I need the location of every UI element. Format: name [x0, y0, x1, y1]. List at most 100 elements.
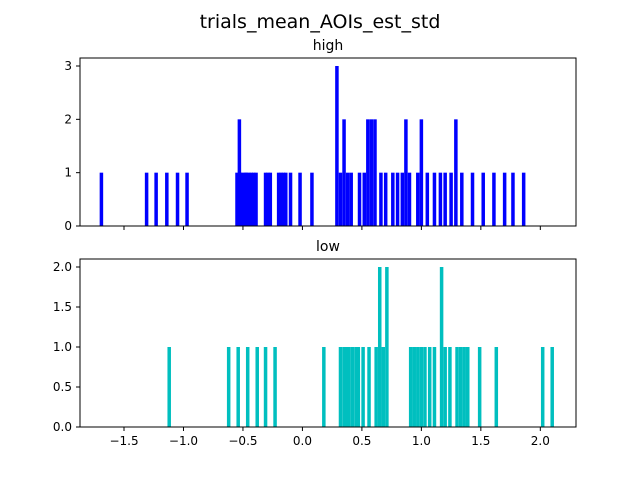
x-tick-label: 1.0 [412, 434, 431, 448]
histogram-bar [154, 172, 158, 226]
axes-frame [79, 258, 577, 428]
histogram-bar [236, 347, 240, 427]
y-tick-label: 2.0 [53, 260, 72, 274]
histogram-bar [350, 347, 355, 427]
histogram-bar [344, 347, 349, 427]
histogram-bar [99, 172, 104, 226]
histogram-bar [492, 172, 496, 226]
histogram-bar [276, 172, 281, 226]
subplot-title: low [316, 239, 340, 255]
histogram-bar [443, 172, 447, 226]
histogram-bar [247, 172, 251, 226]
y-tick-label: 0 [64, 219, 72, 233]
x-tick-label: −1.0 [169, 434, 198, 448]
histogram-bar [408, 347, 413, 427]
histogram-bar [419, 347, 424, 427]
histogram-bar [481, 172, 485, 226]
histogram-bar [458, 347, 463, 427]
histogram-bar [423, 347, 427, 427]
y-tick-label: 0.5 [53, 380, 72, 394]
y-tick-label: 1 [64, 166, 72, 180]
x-tick-label: −0.5 [228, 434, 257, 448]
histogram-bar [366, 119, 370, 226]
histogram-bar [460, 172, 464, 226]
histogram-bar [449, 172, 453, 226]
histogram-bar [185, 172, 189, 226]
histogram-bar [427, 347, 432, 427]
histogram-bar [249, 172, 254, 226]
histogram-bar [367, 347, 371, 427]
histogram-bar [338, 347, 343, 427]
histogram-bar [416, 172, 420, 226]
histogram-bar [167, 347, 171, 427]
histogram-bar [432, 347, 437, 427]
histogram-bar [385, 267, 389, 427]
histogram-bar [432, 172, 437, 226]
histogram-bar [356, 347, 361, 427]
histogram-bar [540, 347, 545, 427]
histogram-bar [502, 172, 507, 226]
histogram-bar [165, 172, 169, 226]
histogram-bar [466, 347, 470, 427]
histogram-bar [255, 347, 259, 427]
histogram-bar [400, 172, 405, 226]
histogram-bar [273, 347, 277, 427]
histogram-bar [455, 347, 459, 427]
histogram-bar [226, 347, 231, 427]
histogram-bar [281, 172, 286, 226]
histogram-bar [175, 172, 180, 226]
subplot-low: low −1.5 −1.0 −0.5 0.0 0.5 1.0 1.5 2.0 0.0 0.5 1.0 1… [53, 239, 577, 448]
histogram-bar [381, 347, 386, 427]
histogram-bar [298, 172, 302, 226]
histogram-bar [245, 347, 250, 427]
histogram-bar [395, 172, 400, 226]
histogram-bar [404, 119, 408, 226]
histogram-bar [443, 347, 447, 427]
histogram-bar [412, 347, 416, 427]
histogram-bar [494, 347, 499, 427]
histogram-bar [342, 347, 346, 427]
histogram-bar [342, 119, 346, 226]
histogram-bar [550, 347, 554, 427]
subplot-title: high [313, 38, 344, 54]
histogram-bar [347, 347, 351, 427]
histogram-bar [391, 172, 395, 226]
histogram-bar [439, 267, 444, 427]
y-tick-label: 1.5 [53, 300, 72, 314]
histogram-bar [377, 267, 382, 427]
histogram-bar [349, 172, 353, 226]
histogram-bar [322, 347, 326, 427]
histogram-bar [263, 347, 268, 427]
histogram-bar [425, 172, 430, 226]
histogram-bar [244, 172, 249, 226]
histogram-bar [263, 172, 268, 226]
y-tick-label: 1.0 [53, 340, 72, 354]
histogram-bar [144, 172, 149, 226]
histogram-bar [511, 172, 515, 226]
histogram-bar [454, 119, 458, 226]
histogram-bar [335, 66, 339, 226]
histogram-bar [379, 172, 383, 226]
histogram-bar [438, 172, 443, 226]
histogram-bar [362, 172, 367, 226]
histogram-bar [383, 172, 388, 226]
x-tick-label: 0.0 [293, 434, 312, 448]
subplots: high 0 1 2 3 low −1.5 −1.0 −0.5 0.0 0.5 1.0 1.5 2.0 0.… [53, 38, 577, 448]
subplot-high: high 0 1 2 3 [64, 38, 577, 233]
histogram-bar [477, 347, 482, 427]
histogram-bar [462, 347, 466, 427]
histogram-bar [241, 172, 245, 226]
histogram-bar [448, 347, 452, 427]
histogram-bar [235, 172, 239, 226]
histogram-bar [254, 172, 258, 226]
x-tick-label: 2.0 [531, 434, 550, 448]
histogram-bar [369, 119, 374, 226]
histogram-bar [373, 119, 377, 226]
histogram-bar [266, 172, 270, 226]
x-tick-label: 0.5 [352, 434, 371, 448]
y-tick-label: 0.0 [53, 420, 72, 434]
histogram-bar [361, 347, 365, 427]
y-tick-label: 2 [64, 112, 72, 126]
histogram-bar [407, 172, 412, 226]
